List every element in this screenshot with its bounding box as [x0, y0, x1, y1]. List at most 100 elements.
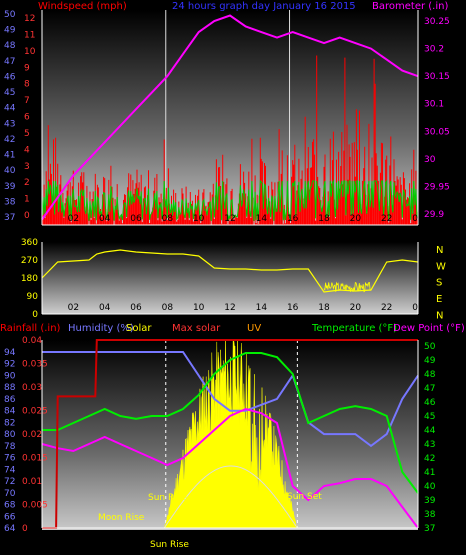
barometer-series: [41, 14, 419, 221]
direction-tick-label: 90: [27, 292, 39, 302]
y-inner-tick-label: 9: [24, 63, 30, 73]
x-tick-label: 18: [318, 537, 330, 547]
x-tick-label: 14: [256, 303, 268, 313]
legend-temperature: Temperature (°F): [311, 323, 397, 334]
y-left-tick-label: 38: [4, 197, 16, 207]
wind-direction-variation: [323, 281, 371, 293]
x-tick-label: 00: [412, 214, 424, 224]
compass-label: E: [436, 294, 442, 305]
direction-tick-label: 360: [21, 238, 38, 248]
direction-tick-label: 270: [21, 256, 38, 266]
temp-tick-label: 44: [424, 426, 436, 436]
x-tick-label: 06: [130, 303, 142, 313]
y-left-tick-label: 40: [4, 166, 16, 176]
x-tick-label: 02: [68, 537, 79, 547]
temp-tick-label: 45: [424, 412, 435, 422]
humidity-tick-label: 80: [4, 430, 16, 440]
y-right-tick-label: 30.15: [424, 72, 450, 82]
compass-label: W: [436, 261, 446, 272]
x-tick-label: 18: [318, 303, 330, 313]
y-inner-tick-label: 12: [24, 14, 35, 24]
y-inner-tick-label: 3: [24, 162, 30, 172]
y-inner-tick-label: 10: [24, 47, 36, 57]
y-inner-tick-label: 6: [24, 113, 30, 123]
rain-tick-label: 0.015: [22, 454, 48, 464]
x-tick-label: 12: [224, 303, 235, 313]
y-inner-tick-label: 1: [24, 195, 30, 205]
rain-tick-label: 0.025: [22, 407, 48, 417]
x-tick-label: 08: [162, 303, 174, 313]
temp-tick-label: 47: [424, 384, 435, 394]
humidity-tick-label: 90: [4, 371, 16, 381]
temp-tick-label: 41: [424, 468, 435, 478]
humidity-tick-label: 82: [4, 418, 15, 428]
temp-tick-label: 43: [424, 440, 435, 450]
rain-tick-label: 0.005: [22, 501, 48, 511]
y-left-tick-label: 39: [4, 182, 16, 192]
x-tick-label: 22: [381, 214, 392, 224]
chart-title: 24 hours graph day January 16 2015: [172, 1, 356, 12]
x-tick-label: 16: [287, 303, 299, 313]
x-tick-label: 14: [256, 214, 268, 224]
x-tick-label: 08: [162, 537, 174, 547]
y-right-tick-label: 30.25: [424, 17, 450, 27]
humidity-tick-label: 84: [4, 407, 16, 417]
rain-tick-label: 0: [22, 524, 28, 534]
x-tick-label: 20: [350, 214, 362, 224]
y-right-tick-label: 30.05: [424, 127, 450, 137]
temp-tick-label: 40: [424, 482, 436, 492]
temp-tick-label: 39: [424, 496, 436, 506]
max-solar-series: [163, 465, 298, 529]
rain-tick-label: 0.035: [22, 360, 48, 370]
y-left-tick-label: 37: [4, 213, 15, 223]
y-inner-tick-label: 0: [24, 211, 30, 221]
x-tick-label: 00: [412, 537, 424, 547]
x-tick-label: 20: [350, 537, 362, 547]
humidity-tick-label: 66: [4, 512, 16, 522]
y-inner-tick-label: 5: [24, 129, 30, 139]
compass-label: S: [436, 278, 442, 289]
barometer-axis-label: Barometer (.in): [372, 1, 448, 12]
x-tick-label: 04: [99, 214, 111, 224]
x-tick-label: 20: [350, 303, 362, 313]
y-left-tick-label: 45: [4, 88, 15, 98]
temp-tick-label: 37: [424, 524, 435, 534]
temp-tick-label: 50: [424, 342, 436, 352]
humidity-tick-label: 94: [4, 348, 16, 358]
wind-direction-plot-area: [42, 242, 418, 314]
x-tick-label: 10: [193, 214, 205, 224]
rain-tick-label: 0.02: [22, 430, 42, 440]
rain-tick-label: 0.03: [22, 383, 42, 393]
humidity-series: [42, 351, 419, 448]
x-tick-label: 10: [193, 537, 205, 547]
y-right-tick-label: 29.95: [424, 182, 450, 192]
windspeed-axis-label: Windspeed (mph): [38, 1, 127, 12]
legend-uv: UV: [247, 323, 261, 334]
sunset-annotation: Sun Set: [287, 492, 322, 502]
y-left-tick-label: 41: [4, 151, 15, 161]
compass-label: N: [436, 245, 443, 256]
y-right-tick-label: 29.9: [424, 210, 444, 220]
humidity-tick-label: 70: [4, 489, 16, 499]
rain-tick-label: 0.04: [22, 336, 42, 346]
x-tick-label: 04: [99, 537, 111, 547]
rain-tick-label: 0.01: [22, 477, 42, 487]
legend-humidity: Humidity (%): [68, 323, 134, 334]
x-tick-label: 16: [287, 537, 299, 547]
humidity-tick-label: 64: [4, 524, 16, 534]
x-tick-label: 02: [68, 214, 79, 224]
legend-rainfall: Rainfall (.in): [0, 323, 61, 334]
humidity-tick-label: 88: [4, 383, 16, 393]
x-tick-label: 16: [287, 214, 299, 224]
temp-tick-label: 49: [424, 356, 436, 366]
gust-series: [41, 179, 419, 222]
temp-tick-label: 42: [424, 454, 435, 464]
x-tick-label: 04: [99, 303, 111, 313]
legend-max-solar: Max solar: [172, 323, 221, 334]
x-tick-label: 22: [381, 303, 392, 313]
humidity-tick-label: 86: [4, 395, 16, 405]
dew-point-series: [41, 407, 419, 529]
y-left-tick-label: 43: [4, 119, 15, 129]
temp-tick-label: 38: [424, 510, 436, 520]
